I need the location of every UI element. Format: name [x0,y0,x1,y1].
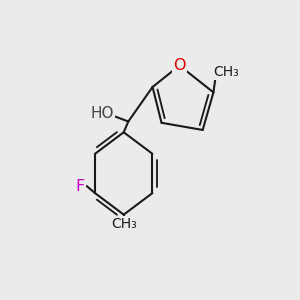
Text: O: O [173,58,186,73]
Text: CH₃: CH₃ [214,65,239,79]
Text: HO: HO [90,106,113,121]
Text: F: F [76,178,85,194]
Text: CH₃: CH₃ [111,217,136,231]
